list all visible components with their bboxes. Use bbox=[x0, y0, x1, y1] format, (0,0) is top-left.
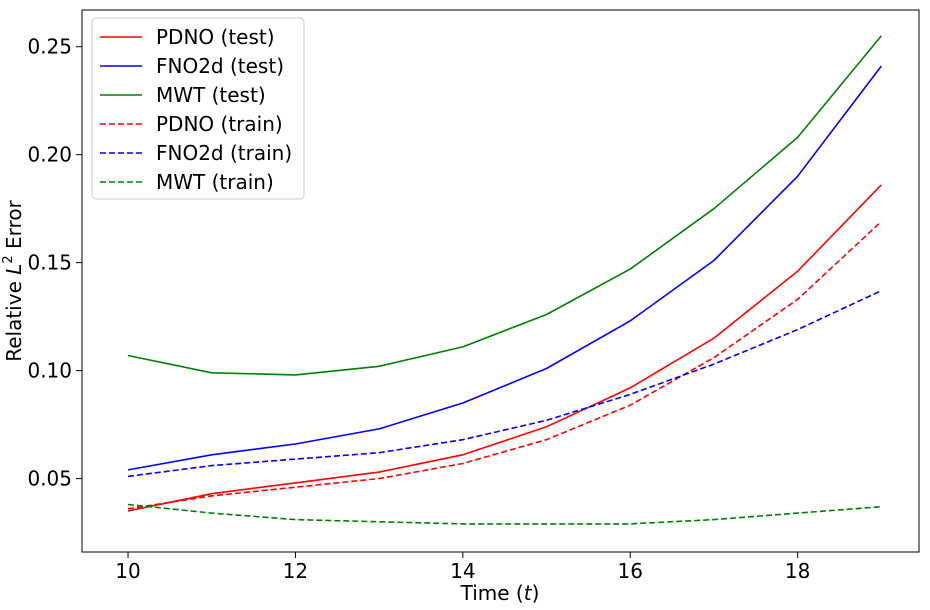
legend-label: MWT (test) bbox=[156, 83, 266, 107]
series-line bbox=[127, 221, 882, 510]
legend-label: FNO2d (train) bbox=[156, 141, 292, 165]
x-tick-label: 10 bbox=[115, 559, 140, 583]
legend-label: FNO2d (test) bbox=[156, 54, 284, 78]
y-tick-label: 0.25 bbox=[27, 35, 72, 59]
series-line bbox=[127, 35, 882, 376]
y-tick-label: 0.20 bbox=[27, 143, 72, 167]
legend-label: PDNO (test) bbox=[156, 25, 275, 49]
legend-label: PDNO (train) bbox=[156, 112, 283, 136]
series-lines bbox=[127, 35, 882, 525]
y-tick-label: 0.05 bbox=[27, 467, 72, 491]
series-line bbox=[127, 65, 882, 471]
legend-label: MWT (train) bbox=[156, 170, 274, 194]
legend: PDNO (test) FNO2d (test) MWT (test) PDNO (t… bbox=[91, 17, 305, 200]
x-tick-label: 14 bbox=[450, 559, 475, 583]
series-line bbox=[127, 503, 882, 525]
y-tick-label: 0.10 bbox=[27, 359, 72, 383]
series-line bbox=[127, 289, 882, 478]
axis-ticks: 10 12 14 16 18 0.05 0.10 0.15 0.20 0.25 bbox=[27, 35, 810, 583]
series-line bbox=[127, 184, 882, 512]
x-tick-label: 18 bbox=[785, 559, 810, 583]
y-tick-label: 0.15 bbox=[27, 251, 72, 275]
plot-frame bbox=[81, 9, 920, 553]
y-axis-label: Relative L2 Error bbox=[1, 199, 26, 361]
x-tick-label: 12 bbox=[283, 559, 308, 583]
x-axis-label: Time (t) bbox=[460, 581, 540, 605]
x-tick-label: 16 bbox=[618, 559, 643, 583]
legend-box bbox=[91, 17, 305, 200]
